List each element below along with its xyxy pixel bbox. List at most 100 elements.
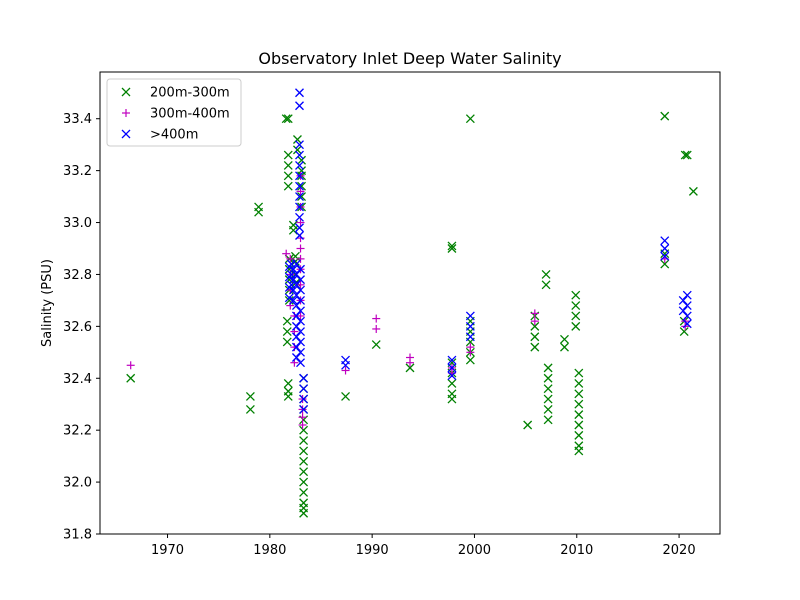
data-point (298, 395, 307, 404)
data-point (283, 150, 293, 160)
data-point (297, 181, 307, 191)
data-point (288, 295, 298, 305)
data-point (296, 311, 305, 320)
data-point (682, 311, 692, 321)
data-point (406, 358, 414, 367)
data-point (660, 236, 670, 246)
data-point (288, 225, 298, 235)
data-point (543, 373, 553, 383)
data-point (296, 347, 305, 357)
y-tick-label: 33.0 (63, 216, 92, 231)
data-point (296, 316, 305, 326)
legend-marker (121, 129, 131, 139)
data-point (291, 342, 301, 352)
data-point (571, 311, 581, 321)
data-point (299, 425, 309, 435)
data-point (295, 223, 304, 233)
data-point (574, 399, 584, 409)
plot-frame (99, 71, 721, 535)
legend-label: 200m-300m (150, 86, 230, 101)
data-point (543, 404, 553, 414)
data-point (523, 420, 533, 430)
data-point (530, 321, 540, 331)
data-point (284, 275, 294, 285)
data-point (574, 368, 584, 378)
data-point (574, 420, 584, 430)
data-point (291, 321, 301, 331)
data-point (447, 379, 457, 388)
data-point (296, 202, 305, 211)
plot-marks (126, 88, 698, 518)
legend-marker (121, 87, 131, 97)
data-point (296, 244, 305, 253)
data-point (341, 360, 351, 370)
data-point (291, 280, 301, 290)
data-point (126, 361, 135, 370)
data-point (288, 285, 298, 295)
data-point (282, 337, 292, 347)
data-point (282, 327, 292, 337)
data-point (291, 301, 301, 311)
data-point (678, 295, 688, 305)
data-point (299, 508, 309, 518)
data-point (574, 446, 584, 456)
data-point (283, 181, 293, 191)
y-tick-label: 32.2 (63, 424, 92, 439)
data-point (295, 181, 304, 191)
data-point (574, 389, 584, 399)
data-point (574, 430, 584, 440)
data-point (299, 488, 309, 497)
data-point (543, 363, 553, 373)
data-point (296, 187, 305, 196)
data-point (298, 405, 307, 414)
data-point (465, 311, 475, 321)
data-point (560, 334, 569, 344)
data-point (295, 202, 304, 212)
legend-marker (122, 109, 130, 117)
data-point (466, 348, 475, 357)
data-point (447, 371, 457, 381)
data-point (447, 394, 457, 404)
data-point (296, 295, 305, 305)
data-point (296, 275, 305, 285)
x-tick-label: 1980 (253, 543, 286, 558)
data-point (297, 155, 307, 165)
data-point (543, 384, 553, 394)
chart-title: Observatory Inlet Deep Water Salinity (258, 49, 561, 68)
data-point (292, 145, 302, 155)
data-point (281, 114, 291, 124)
data-point (296, 358, 305, 368)
data-point (679, 327, 689, 337)
data-point (372, 324, 381, 333)
data-point (447, 355, 457, 365)
data-point (283, 391, 293, 401)
data-point (341, 366, 350, 375)
data-point (405, 363, 415, 373)
data-point (574, 379, 584, 388)
data-point (530, 317, 539, 326)
data-point (682, 150, 692, 160)
data-point (296, 306, 305, 316)
data-point (296, 234, 305, 243)
x-tick-label: 1990 (356, 543, 389, 558)
data-point (299, 373, 309, 383)
data-point (295, 150, 304, 160)
data-point (660, 259, 670, 269)
data-point (571, 290, 581, 300)
data-point (465, 321, 475, 331)
data-point (284, 295, 294, 305)
data-point (295, 231, 304, 240)
data-point (296, 264, 305, 274)
data-point (299, 446, 309, 456)
data-point (660, 111, 670, 121)
y-tick-label: 31.8 (63, 528, 92, 543)
y-axis-label: Salinity (PSU) (40, 259, 55, 347)
data-point (530, 309, 539, 318)
data-point (291, 259, 301, 269)
data-point (660, 244, 670, 253)
data-point (291, 332, 301, 342)
series-0 (126, 111, 698, 518)
data-point (678, 306, 688, 316)
data-point (680, 150, 690, 160)
